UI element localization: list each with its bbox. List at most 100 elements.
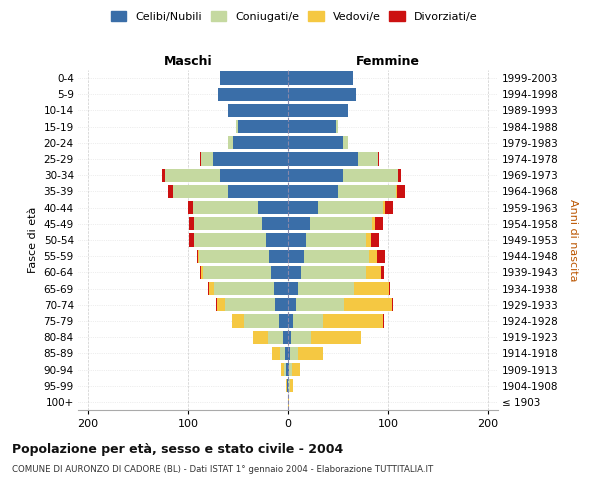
- Bar: [216, 298, 217, 312]
- Bar: [208, 282, 209, 295]
- Bar: [228, 104, 288, 117]
- Bar: [281, 363, 284, 376]
- Bar: [290, 346, 298, 360]
- Bar: [209, 282, 214, 295]
- Bar: [188, 201, 193, 214]
- Bar: [288, 314, 293, 328]
- Bar: [288, 330, 291, 344]
- Bar: [338, 185, 396, 198]
- Bar: [288, 185, 338, 198]
- Bar: [288, 234, 306, 246]
- Bar: [392, 298, 393, 312]
- Bar: [217, 298, 225, 312]
- Bar: [301, 266, 366, 279]
- Bar: [397, 185, 405, 198]
- Bar: [189, 234, 194, 246]
- Bar: [292, 363, 300, 376]
- Bar: [258, 201, 288, 214]
- Bar: [288, 282, 298, 295]
- Bar: [298, 346, 323, 360]
- Bar: [262, 217, 288, 230]
- Bar: [288, 120, 336, 134]
- Bar: [275, 298, 288, 312]
- Bar: [272, 346, 280, 360]
- Bar: [288, 298, 296, 312]
- Bar: [194, 217, 262, 230]
- Bar: [288, 217, 310, 230]
- Bar: [286, 379, 287, 392]
- Bar: [288, 379, 290, 392]
- Text: Maschi: Maschi: [164, 55, 212, 68]
- Bar: [383, 201, 385, 214]
- Bar: [197, 250, 198, 263]
- Bar: [385, 201, 393, 214]
- Bar: [375, 217, 383, 230]
- Bar: [168, 185, 173, 198]
- Bar: [220, 168, 288, 182]
- Bar: [381, 266, 384, 279]
- Bar: [383, 314, 384, 328]
- Bar: [287, 379, 288, 392]
- Bar: [343, 168, 398, 182]
- Bar: [233, 136, 288, 149]
- Bar: [343, 136, 348, 149]
- Bar: [268, 330, 283, 344]
- Bar: [323, 314, 383, 328]
- Bar: [214, 282, 274, 295]
- Bar: [200, 152, 201, 166]
- Bar: [288, 250, 304, 263]
- Bar: [279, 314, 288, 328]
- Bar: [201, 266, 203, 279]
- Bar: [336, 120, 338, 134]
- Bar: [288, 363, 289, 376]
- Bar: [288, 396, 289, 408]
- Bar: [377, 250, 385, 263]
- Bar: [213, 152, 288, 166]
- Bar: [304, 250, 369, 263]
- Bar: [318, 201, 383, 214]
- Text: Popolazione per età, sesso e stato civile - 2004: Popolazione per età, sesso e stato civil…: [12, 442, 343, 456]
- Bar: [280, 346, 285, 360]
- Bar: [198, 250, 199, 263]
- Bar: [358, 152, 378, 166]
- Text: COMUNE DI AURONZO DI CADORE (BL) - Dati ISTAT 1° gennaio 2004 - Elaborazione TUT: COMUNE DI AURONZO DI CADORE (BL) - Dati …: [12, 465, 433, 474]
- Bar: [311, 330, 361, 344]
- Bar: [344, 298, 392, 312]
- Bar: [269, 250, 288, 263]
- Bar: [238, 120, 288, 134]
- Bar: [162, 168, 165, 182]
- Bar: [253, 330, 268, 344]
- Bar: [173, 185, 228, 198]
- Bar: [288, 104, 348, 117]
- Bar: [378, 152, 379, 166]
- Bar: [228, 136, 233, 149]
- Bar: [165, 168, 220, 182]
- Bar: [286, 363, 288, 376]
- Bar: [389, 282, 390, 295]
- Bar: [218, 88, 288, 101]
- Bar: [288, 88, 356, 101]
- Legend: Celibi/Nubili, Coniugati/e, Vedovi/e, Divorziati/e: Celibi/Nubili, Coniugati/e, Vedovi/e, Di…: [107, 8, 481, 25]
- Bar: [310, 217, 372, 230]
- Bar: [369, 250, 377, 263]
- Bar: [288, 201, 318, 214]
- Bar: [293, 314, 323, 328]
- Bar: [225, 298, 275, 312]
- Bar: [244, 314, 279, 328]
- Bar: [288, 266, 301, 279]
- Bar: [288, 346, 290, 360]
- Bar: [271, 266, 288, 279]
- Bar: [288, 136, 343, 149]
- Y-axis label: Anni di nascita: Anni di nascita: [568, 198, 578, 281]
- Bar: [289, 363, 292, 376]
- Bar: [284, 363, 286, 376]
- Bar: [298, 282, 354, 295]
- Bar: [372, 217, 375, 230]
- Bar: [285, 346, 288, 360]
- Bar: [398, 168, 401, 182]
- Bar: [306, 234, 366, 246]
- Bar: [371, 234, 379, 246]
- Bar: [201, 152, 213, 166]
- Bar: [274, 282, 288, 295]
- Bar: [290, 379, 293, 392]
